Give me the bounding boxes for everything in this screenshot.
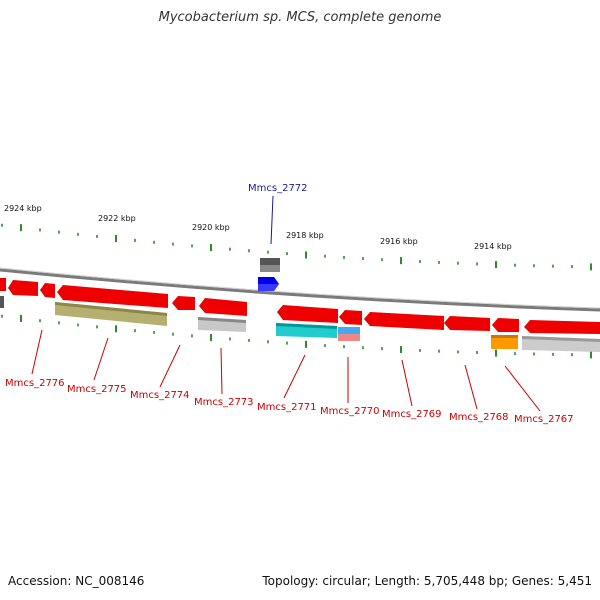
scale-label: 2914 kbp — [474, 242, 512, 251]
gene-label[interactable]: Mmcs_2767 — [514, 414, 574, 425]
scale-label: 2922 kbp — [98, 214, 136, 223]
gene-arrow[interactable] — [199, 298, 247, 316]
gene-arrow[interactable] — [444, 316, 490, 331]
genome-backbone-highlight — [0, 267, 600, 309]
gene-arrow-shade — [258, 284, 279, 291]
gene-arrow[interactable] — [364, 312, 444, 330]
scale-label: 2920 kbp — [192, 223, 230, 232]
feature-block-pink[interactable] — [338, 334, 360, 341]
gene-label[interactable]: Mmcs_2771 — [257, 402, 317, 413]
gene-arrow[interactable] — [40, 283, 55, 298]
feature-block-orange-shade — [491, 335, 518, 338]
scale-label: 2916 kbp — [380, 237, 418, 246]
gene-label-lines — [31, 329, 541, 412]
gene-label-mmcs-2772[interactable]: Mmcs_2772 — [248, 183, 308, 194]
outer-tick-ring — [1, 223, 592, 271]
gene-arrow[interactable] — [277, 305, 338, 323]
gene-arrow[interactable] — [172, 296, 195, 310]
gene-label[interactable]: Mmcs_2775 — [67, 384, 127, 395]
feature-block-blue[interactable] — [338, 327, 360, 334]
inner-tick-ring — [1, 314, 592, 359]
gene-label[interactable]: Mmcs_2774 — [130, 390, 190, 401]
gene-arrow[interactable] — [8, 280, 38, 296]
gene-label[interactable]: Mmcs_2773 — [194, 397, 254, 408]
feature-block-orange[interactable] — [491, 335, 518, 349]
feature-block-cyan-shade — [276, 323, 337, 329]
accession-text: Accession: NC_008146 — [8, 574, 145, 588]
genome-title: Mycobacterium sp. MCS, complete genome — [158, 10, 442, 25]
gene-label[interactable]: Mmcs_2770 — [320, 406, 380, 417]
gene-label[interactable]: Mmcs_2768 — [449, 412, 509, 423]
feature-block-grey-right-shade — [522, 336, 600, 342]
gene-arrow[interactable] — [339, 310, 362, 325]
gene-track-reverse — [0, 278, 600, 334]
gene-arrow[interactable] — [524, 320, 600, 334]
genome-backbone — [0, 268, 600, 312]
gene-arrow[interactable] — [492, 318, 519, 332]
gene-label[interactable]: Mmcs_2776 — [5, 378, 65, 389]
genome-summary-text: Topology: circular; Length: 5,705,448 bp… — [262, 574, 592, 588]
feature-block[interactable] — [0, 296, 4, 308]
gene-arrow[interactable] — [0, 278, 6, 291]
feature-block-olive-shade — [55, 302, 167, 316]
scale-label: 2924 kbp — [4, 204, 42, 213]
gene-block-dark-shade — [260, 265, 280, 272]
feature-block-olive[interactable] — [55, 302, 167, 326]
label-line-mmcs-2772 — [270, 195, 274, 245]
gene-arrow[interactable] — [57, 285, 168, 308]
scale-label: 2918 kbp — [286, 231, 324, 240]
feature-track — [0, 296, 600, 352]
gene-label[interactable]: Mmcs_2769 — [382, 409, 442, 420]
feature-block-grey-shade — [198, 317, 246, 323]
